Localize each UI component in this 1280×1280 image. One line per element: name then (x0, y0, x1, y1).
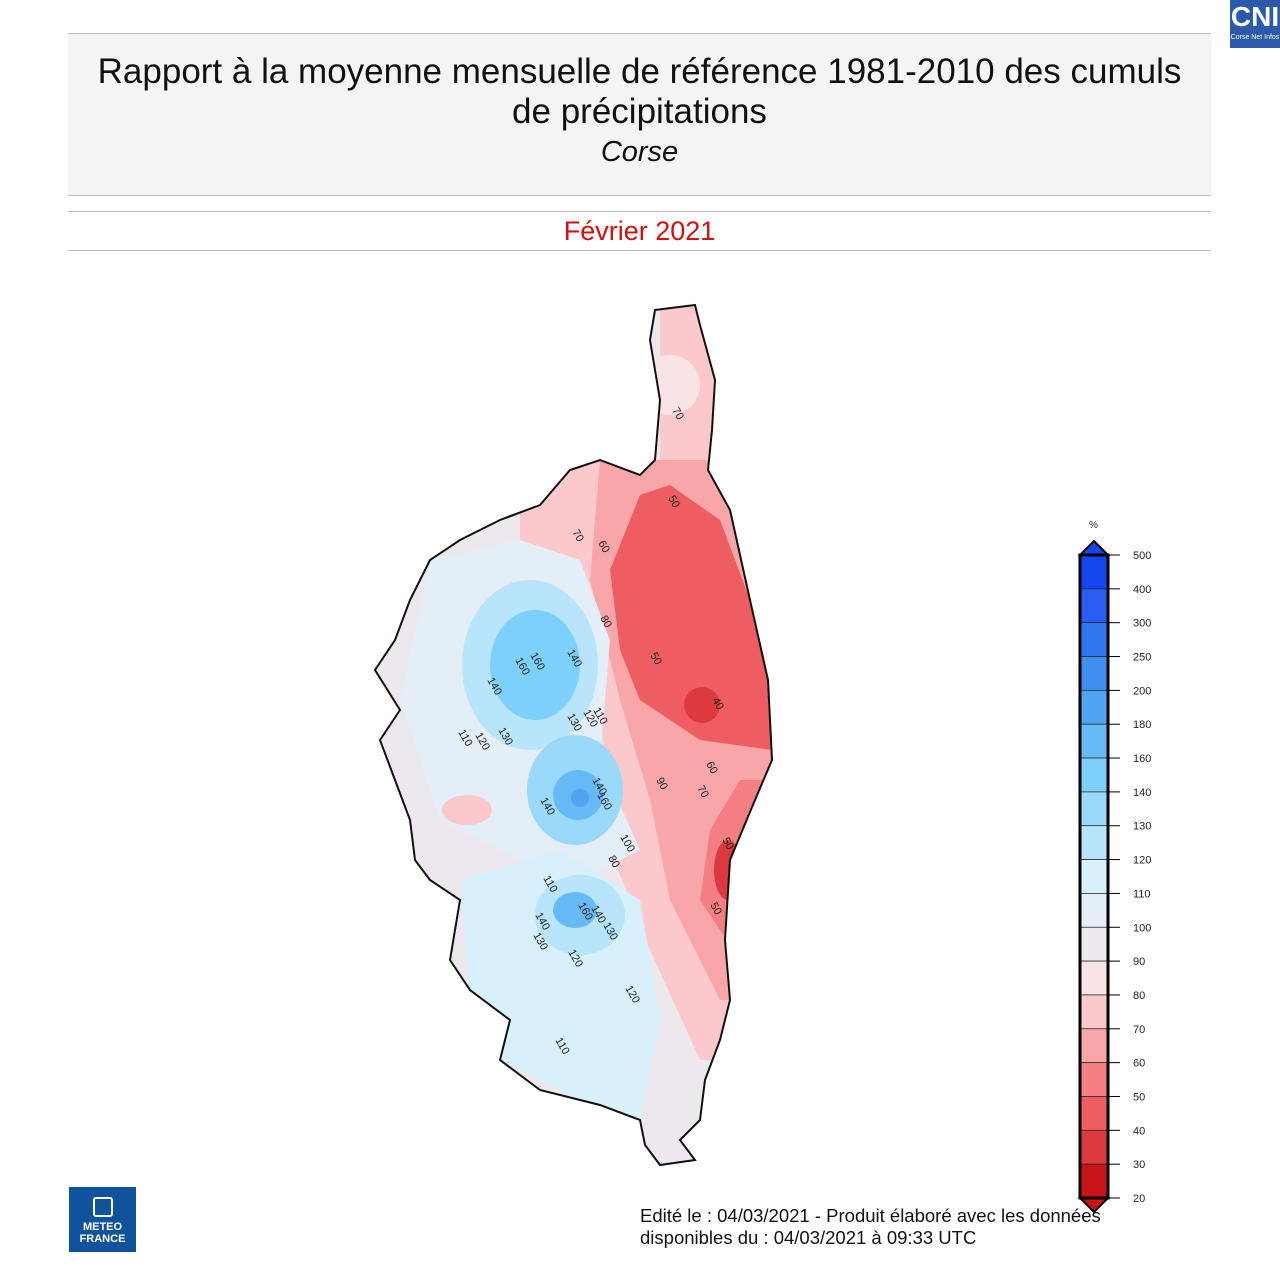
period-label: Février 2021 (68, 211, 1211, 251)
colorbar-label: 250 (1133, 652, 1151, 664)
footer-line2: disponibles du : 04/03/2021 à 09:33 UTC (640, 1227, 977, 1248)
colorbar-segment (1080, 859, 1108, 894)
colorbar-label: 40 (1133, 1125, 1145, 1137)
page-title: Rapport à la moyenne mensuelle de référe… (97, 52, 1182, 131)
colorbar-segment (1080, 554, 1108, 590)
colorbar-segment (1080, 622, 1108, 657)
colorbar-label: 100 (1133, 922, 1151, 934)
colorbar-unit: % (1089, 520, 1098, 531)
colorbar-label: 180 (1133, 719, 1151, 731)
contour-label: 70 (694, 784, 711, 801)
contour-label: 70 (669, 406, 686, 423)
meteo-france-line2: FRANCE (79, 1233, 126, 1245)
footer-note: Edité le : 04/03/2021 - Produit élaboré … (640, 1205, 1101, 1249)
colorbar-label: 30 (1133, 1159, 1145, 1171)
colorbar-segment (1080, 723, 1108, 759)
colorbar-label: 90 (1133, 956, 1145, 968)
header: Rapport à la moyenne mensuelle de référe… (68, 33, 1211, 196)
colorbar-segment (1080, 791, 1108, 827)
colorbar-label: 300 (1133, 618, 1151, 630)
colorbar-segment (1080, 690, 1108, 725)
contour-label: 60 (595, 539, 612, 556)
colorbar-segment (1080, 960, 1108, 996)
map-fill (375, 305, 772, 1165)
colorbar-segment (1080, 994, 1108, 1030)
colorbar-segment (1080, 926, 1108, 962)
colorbar-label: 400 (1133, 584, 1151, 596)
colorbar-label: 160 (1133, 753, 1151, 765)
contour-label: 50 (647, 651, 664, 668)
colorbar-label: 120 (1133, 855, 1151, 867)
footer-line1: Edité le : 04/03/2021 - Produit élaboré … (640, 1205, 1101, 1226)
contour-label: 80 (605, 854, 622, 871)
colorbar-frame (1078, 553, 1110, 1200)
contour-label: 60 (703, 760, 720, 777)
colorbar-segment (1080, 656, 1108, 691)
contour-label: 80 (597, 614, 614, 631)
colorbar-label: 140 (1133, 787, 1151, 799)
colorbar-max-arrow (1077, 539, 1111, 556)
colorbar-segment (1080, 825, 1108, 860)
colorbar-label: 60 (1133, 1058, 1145, 1070)
colorbar-segment (1080, 1062, 1108, 1097)
colorbar-segment (1080, 1129, 1108, 1165)
meteo-france-line1: METEO (82, 1221, 123, 1233)
colorbar-label: 50 (1133, 1091, 1145, 1103)
contour-label: 50 (707, 901, 724, 918)
colorbar-segment (1080, 1163, 1108, 1199)
colorbar-label: 200 (1133, 685, 1151, 697)
region-subtitle: Corse (600, 136, 679, 168)
colorbar: 500 400 300 250 200 180 160 140 130 120 110 100 90 80… (1077, 520, 1151, 1214)
colorbar-label: 20 (1133, 1193, 1145, 1205)
colorbar-label: 130 (1133, 821, 1151, 833)
contour-label: 70 (569, 528, 586, 545)
colorbar-label: 110 (1133, 888, 1151, 900)
cni-logo[interactable]: CNI Corse Net Infos (1230, 0, 1280, 48)
meteo-france-logo[interactable]: METEO FRANCE (69, 1187, 136, 1252)
contour-label: 50 (719, 836, 736, 853)
contour-label: 90 (653, 776, 670, 793)
colorbar-label: 80 (1133, 990, 1145, 1002)
contour-label: 50 (665, 494, 682, 511)
colorbar-segment (1080, 588, 1108, 624)
colorbar-segment (1080, 1096, 1108, 1131)
colorbar-segment (1080, 893, 1108, 928)
colorbar-label: 70 (1133, 1024, 1145, 1036)
colorbar-segment (1080, 757, 1108, 793)
cni-logo-name: CNI (1230, 1, 1280, 32)
meteo-france-icon (92, 1197, 113, 1217)
colorbar-label: 500 (1133, 550, 1151, 562)
cni-logo-tagline: Corse Net Infos (1230, 34, 1280, 41)
colorbar-segment (1080, 1028, 1108, 1063)
contour-label: 40 (709, 696, 726, 713)
